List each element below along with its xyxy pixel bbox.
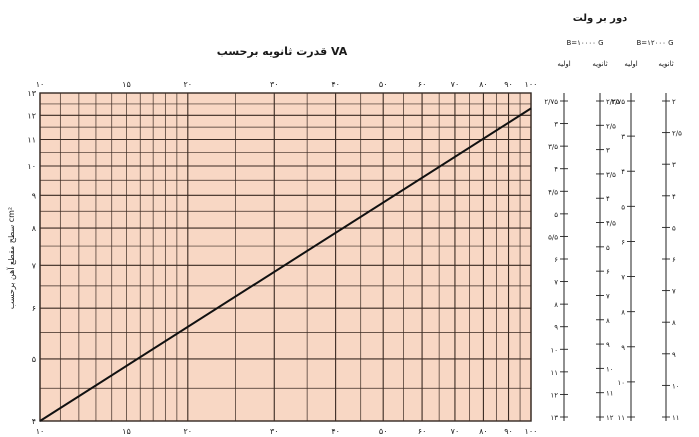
- y-tick-label: ۱۳: [27, 89, 36, 98]
- scale-tick-label: ۴: [606, 195, 610, 203]
- scale-tick-label: ۱۱: [550, 369, 558, 377]
- x-tick-label-top: ۹۰: [504, 80, 513, 89]
- scale-tick-label: ۶: [621, 238, 625, 246]
- x-tick-label-bottom: ۵۰: [379, 427, 388, 436]
- y-tick-label: ۴: [32, 417, 36, 426]
- scale-tick-label: ۵/۵: [548, 233, 558, 241]
- y-tick-label: ۱۱: [27, 135, 36, 144]
- turns-per-volt-scales: ۲/۷۵۳۳/۵۴۴/۵۵۵/۵۶۷۸۹۱۰۱۱۱۲۱۳۲/۲۵۲/۵۳۳/۵۴…: [544, 93, 682, 422]
- scale-tick-label: ۶: [672, 256, 676, 264]
- scale-tick-label: ۴: [621, 168, 625, 176]
- x-tick-label-bottom: ۲۰: [184, 427, 193, 436]
- right-panel-header: دور بر ولت: [573, 13, 628, 24]
- scale-tick-label: ۵: [672, 224, 676, 232]
- y-tick-label: ۱۰: [27, 162, 36, 171]
- scale-tick-label: ۳: [606, 147, 610, 155]
- scale-tick-label: ۱۱: [672, 414, 680, 422]
- scale-tick-label: ۶: [554, 256, 558, 264]
- scale-tick-label: ۵: [554, 211, 558, 219]
- series-line: [39, 107, 532, 422]
- x-tick-label-top: ۴۰: [331, 80, 340, 89]
- scale-tick-label: ۱۰: [606, 365, 614, 373]
- scale-tick-label: ۳/۵: [606, 171, 616, 179]
- scale-tick-label: ۲/۲۵: [606, 98, 620, 106]
- scale-tick-label: ۹: [621, 344, 625, 352]
- plot-area: ۱۰ ۱۰ ۱۵ ۱۵ ۲۰ ۲۰ ۳۰ ۳۰ ۴۰ ۴۰ ۵۰ ۵۰ ۶۰ ۶۰ ۷۰ ۷۰ ۸۰ ۸۰ ۹۰ ۹۰…: [27, 80, 537, 436]
- scale-tick-label: ۱۲: [606, 414, 614, 422]
- scale-tick-label: ۱۰: [617, 379, 625, 387]
- scale-tick-label: ۸: [606, 317, 610, 325]
- y-tick-label: ۱۲: [27, 111, 36, 120]
- scale-tick-label: ۴: [672, 193, 676, 201]
- scale-tick-label: ۷: [672, 288, 676, 296]
- scale-tick-label: ۳/۵: [548, 143, 558, 151]
- scale-tick-label: ۵: [606, 244, 610, 252]
- scale-tick-label: ۸: [621, 309, 625, 317]
- col-label-secondary-2: ثانویه: [658, 60, 673, 68]
- x-tick-label-bottom: ۱۵: [122, 427, 131, 436]
- scale-tick-label: ۳: [621, 133, 625, 141]
- scale-tick-label: ۳: [672, 161, 676, 169]
- scale-tick-label: ۱۳: [550, 414, 558, 422]
- col-label-primary-1: اولیه: [557, 60, 570, 68]
- y-tick-label: ۹: [32, 191, 36, 200]
- scale-tick-label: ۱۰: [672, 382, 680, 390]
- scale-tick-label: ۱۰: [550, 346, 558, 354]
- y-tick-label: ۷: [32, 261, 37, 270]
- scale-tick-label: ۹: [554, 324, 558, 332]
- col-label-primary-2: اولیه: [624, 60, 637, 68]
- scale-tick-label: ۴: [554, 166, 558, 174]
- scale-tick-label: ۱۲: [550, 391, 558, 399]
- chart-title: قدرت ثانویه برحسب VA: [217, 45, 348, 58]
- y-tick-label: ۵: [32, 355, 36, 364]
- scale-tick-label: ۸: [672, 319, 676, 327]
- x-tick-label-bottom: ۱۰: [36, 427, 45, 436]
- scale-tick-label: ۴/۵: [548, 188, 558, 196]
- x-tick-label-bottom: ۱۰۰: [525, 427, 538, 436]
- scale-tick-label: ۸: [554, 301, 558, 309]
- x-tick-label-top: ۱۰۰: [525, 80, 538, 89]
- scale-tick-label: ۹: [672, 351, 676, 359]
- x-tick-label-bottom: ۶۰: [418, 427, 427, 436]
- x-tick-label-bottom: ۴۰: [331, 427, 340, 436]
- scale-tick-label: ۷: [554, 279, 558, 287]
- x-tick-label-bottom: ۸۰: [479, 427, 488, 436]
- x-tick-label-top: ۶۰: [418, 80, 427, 89]
- flux-label-2: B=۱۲۰۰۰ G: [636, 39, 673, 47]
- plot-background: [39, 92, 532, 422]
- x-tick-label-top: ۷۰: [451, 80, 460, 89]
- scale-tick-label: ۲/۵: [606, 122, 616, 130]
- x-tick-label-bottom: ۹۰: [504, 427, 513, 436]
- scale-tick-label: ۵: [621, 203, 625, 211]
- scale-tick-label: ۲: [672, 98, 676, 106]
- x-tick-label-top: ۳۰: [270, 80, 279, 89]
- y-axis-label: سطح مقطع آهن برحسب cm²: [6, 207, 16, 309]
- x-tick-label-top: ۸۰: [479, 80, 488, 89]
- flux-label-1: B=۱۰۰۰۰ G: [566, 39, 603, 47]
- scale-tick-label: ۲/۷۵: [544, 98, 558, 106]
- y-tick-label: ۸: [32, 224, 37, 233]
- x-tick-label-top: ۵۰: [379, 80, 388, 89]
- scale-tick-label: ۱۱: [606, 390, 614, 398]
- x-tick-label-top: ۱۵: [122, 80, 131, 89]
- x-tick-label-bottom: ۳۰: [270, 427, 279, 436]
- scale-tick-label: ۹: [606, 341, 610, 349]
- scale-tick-label: ۲/۷۵: [611, 98, 625, 106]
- x-tick-label-top: ۱۰: [36, 80, 45, 89]
- col-label-secondary-1: ثانویه: [592, 60, 607, 68]
- scale-tick-label: ۶: [606, 268, 610, 276]
- scale-tick-label: ۴/۵: [606, 220, 616, 228]
- scale-tick-label: ۷: [621, 274, 625, 282]
- scale-tick-label: ۷: [606, 292, 610, 300]
- x-tick-label-bottom: ۷۰: [451, 427, 460, 436]
- scale-tick-label: ۳: [554, 121, 558, 129]
- y-tick-label: ۶: [32, 304, 36, 313]
- scale-tick-label: ۱۱: [617, 414, 625, 422]
- scale-tick-label: ۲/۵: [672, 130, 682, 138]
- x-tick-label-top: ۲۰: [184, 80, 193, 89]
